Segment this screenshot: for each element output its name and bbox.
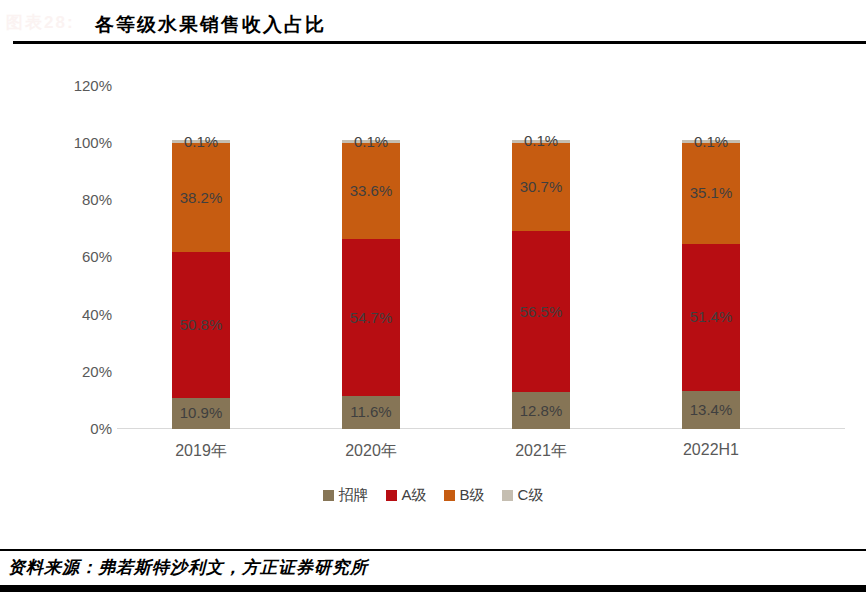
divider-line <box>0 549 866 551</box>
bar-segment-B级: 35.1% <box>682 143 740 243</box>
y-axis-tick-label: 20% <box>40 363 112 381</box>
data-label: 10.9% <box>180 404 223 422</box>
data-label: 50.8% <box>180 316 223 334</box>
x-axis-category-label: 2022H1 <box>641 441 781 459</box>
legend-label: C级 <box>518 486 544 505</box>
x-axis-labels: 2019年 2020年 2021年 2022H1 <box>115 441 847 465</box>
bar-segment-招牌: 10.9% <box>172 398 230 429</box>
data-label: 11.6% <box>350 403 391 421</box>
data-label: 54.7% <box>350 309 393 327</box>
legend-item-A级: A级 <box>386 486 427 505</box>
legend-swatch-icon <box>386 490 397 501</box>
y-axis: 0%20%40%60%80%100%120% <box>40 80 112 429</box>
bar-segment-招牌: 13.4% <box>682 391 740 429</box>
legend-swatch-icon <box>444 490 455 501</box>
data-label: 13.4% <box>690 401 733 419</box>
source-note: 资料来源：弗若斯特沙利文，方正证券研究所 <box>8 556 368 579</box>
bar-segment-A级: 50.8% <box>172 252 230 397</box>
data-label: 33.6% <box>350 182 393 200</box>
x-axis-category-label: 2021年 <box>471 441 611 462</box>
stacked-bar-2022H1: 13.4% 51.4% 35.1% 0.1% <box>682 80 740 429</box>
legend-swatch-icon <box>502 490 513 501</box>
bar-segment-B级: 33.6% <box>342 143 400 239</box>
data-label: 30.7% <box>520 178 563 196</box>
y-axis-tick-label: 80% <box>40 191 112 209</box>
bar-segment-招牌: 12.8% <box>512 392 570 429</box>
data-label: 0.1% <box>524 132 558 150</box>
legend-item-C级: C级 <box>502 486 544 505</box>
legend-swatch-icon <box>323 490 334 501</box>
y-axis-tick-label: 40% <box>40 306 112 324</box>
y-axis-tick-label: 120% <box>40 77 112 95</box>
bottom-border-line <box>0 585 866 592</box>
x-axis-category-label: 2020年 <box>301 441 441 462</box>
figure-panel: 图表28: 各等级水果销售收入占比 0% 20% 40% 60% 80% 100% 120%… <box>0 0 866 595</box>
bar-segment-C级: 0.1% <box>342 140 400 143</box>
legend-label: 招牌 <box>339 486 369 505</box>
data-label: 51.4% <box>690 308 733 326</box>
data-label: 0.1% <box>184 133 218 151</box>
bar-segment-C级: 0.1% <box>682 140 740 143</box>
bar-segment-A级: 51.4% <box>682 244 740 391</box>
y-axis-tick-label: 100% <box>40 134 112 152</box>
y-axis-tick-label: 0% <box>40 420 112 438</box>
data-label: 0.1% <box>694 133 728 151</box>
legend-label: A级 <box>402 486 427 505</box>
plot-area: 10.9%50.8%38.2%0.1%11.6%54.7%33.6%0.1%12… <box>115 80 847 429</box>
title-underline <box>13 41 866 44</box>
bar-segment-C级: 0.1% <box>172 140 230 143</box>
x-axis-category-label: 2019年 <box>131 441 271 462</box>
bar-segment-招牌: 11.6% <box>342 396 400 429</box>
y-axis-tick-label: 60% <box>40 248 112 266</box>
chart-title: 各等级水果销售收入占比 <box>95 12 326 38</box>
bar-segment-B级: 30.7% <box>512 143 570 231</box>
bar-segment-A级: 54.7% <box>342 239 400 396</box>
legend: 招牌 A级 B级 C级 <box>0 486 866 505</box>
stacked-bar-2019年: 10.9% 50.8% 38.2% 0.1% <box>172 80 230 429</box>
stacked-bar-2021年: 12.8% 56.5% 30.7% 0.1% <box>512 80 570 429</box>
legend-item-招牌: 招牌 <box>323 486 369 505</box>
data-label: 35.1% <box>690 184 733 202</box>
stacked-bar-2020年: 11.6% 54.7% 33.6% 0.1% <box>342 80 400 429</box>
data-label: 12.8% <box>520 402 563 420</box>
bar-segment-B级: 38.2% <box>172 143 230 252</box>
bar-segment-C级: 0.1% <box>512 140 570 143</box>
data-label: 0.1% <box>354 133 388 151</box>
bar-segment-A级: 56.5% <box>512 231 570 393</box>
data-label: 56.5% <box>520 303 563 321</box>
legend-item-B级: B级 <box>444 486 485 505</box>
figure-number-watermark: 图表28: <box>6 11 75 34</box>
legend-label: B级 <box>460 486 485 505</box>
data-label: 38.2% <box>180 189 223 207</box>
